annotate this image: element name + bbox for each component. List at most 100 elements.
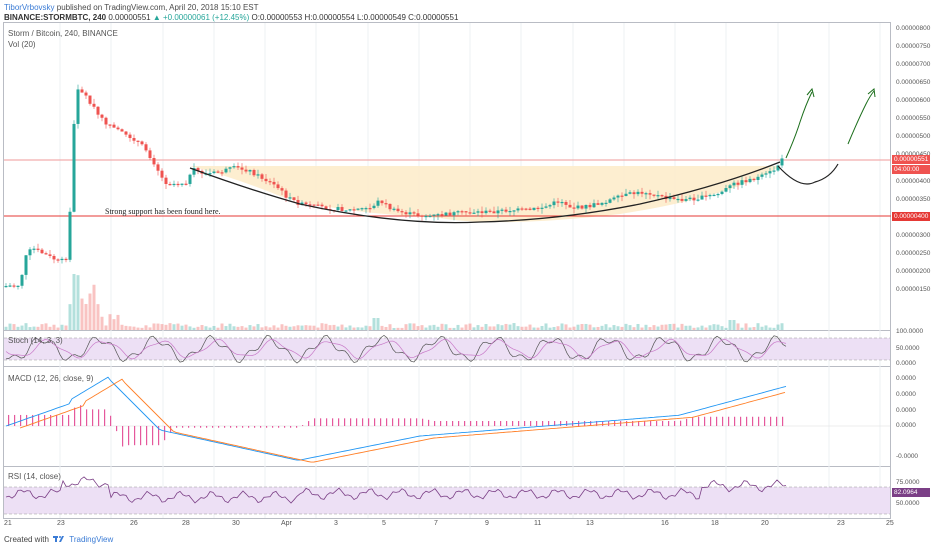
candle-body xyxy=(76,89,80,124)
candle-body xyxy=(16,285,20,287)
candle-body xyxy=(296,199,300,205)
candle-body xyxy=(580,205,584,209)
candle-body xyxy=(416,213,420,216)
volume-bar xyxy=(64,325,68,330)
macd-hist-bar xyxy=(314,418,316,426)
rsi-pane-frame xyxy=(3,466,891,519)
candle-body xyxy=(108,124,112,126)
candle-body xyxy=(644,193,648,195)
candle-body xyxy=(484,210,488,214)
volume-bar xyxy=(436,326,440,330)
volume-bar xyxy=(212,325,216,330)
candle-body xyxy=(160,170,164,178)
candle-body xyxy=(612,197,616,200)
candle-body xyxy=(748,178,752,183)
volume-bar xyxy=(220,323,224,330)
macd-hist-bar xyxy=(710,416,712,426)
candle-body xyxy=(220,172,224,174)
author-link[interactable]: TiborVrbovsky xyxy=(4,3,55,12)
volume-bar xyxy=(248,325,252,330)
candle-body xyxy=(152,158,156,165)
bullish-arrow-2-head xyxy=(867,88,876,98)
macd-hist-bar xyxy=(596,421,598,426)
macd-hist-bar xyxy=(338,418,340,426)
volume-bar xyxy=(140,327,144,330)
price-tick: 0.00000750 xyxy=(896,43,931,50)
volume-bar xyxy=(264,326,268,330)
candle-body xyxy=(168,183,172,186)
volume-bar xyxy=(108,314,112,330)
current-price-tag: 0.00000551 xyxy=(892,155,930,164)
date-tick: 25 xyxy=(886,520,894,527)
volume-bar xyxy=(684,325,688,330)
price-tick: 0.00000650 xyxy=(896,79,931,86)
volume-bar xyxy=(628,325,632,330)
macd-hist-bar xyxy=(134,426,136,446)
volume-bar xyxy=(80,298,84,330)
macd-hist-bar xyxy=(686,418,688,426)
macd-hist-bar xyxy=(590,421,592,426)
macd-hist-bar xyxy=(164,426,166,441)
macd-hist-bar xyxy=(128,426,130,446)
volume-bar xyxy=(620,326,624,330)
volume-bar xyxy=(416,326,420,330)
macd-hist-bar xyxy=(626,421,628,426)
volume-bar xyxy=(540,325,544,330)
tradingview-link[interactable]: TradingView xyxy=(69,535,114,544)
macd-hist-bar xyxy=(380,418,382,426)
macd-hist-bar xyxy=(722,416,724,426)
candle-body xyxy=(596,203,600,205)
macd-hist-bar xyxy=(14,414,16,426)
candle-body xyxy=(60,258,64,261)
volume-bar xyxy=(372,318,376,330)
candle-body xyxy=(8,285,12,287)
volume-bar xyxy=(364,325,368,330)
volume-bar xyxy=(660,324,664,330)
volume-bar xyxy=(656,326,660,330)
volume-bar xyxy=(408,323,412,330)
volume-bar xyxy=(600,325,604,330)
price-tick: 0.00000150 xyxy=(896,286,931,293)
macd-hist-bar xyxy=(386,418,388,426)
macd-hist-bar xyxy=(638,421,640,426)
volume-bar xyxy=(672,323,676,330)
candle-body xyxy=(528,208,532,210)
volume-bar xyxy=(84,303,88,330)
macd-hist-bar xyxy=(554,421,556,426)
macd-hist-bar xyxy=(368,418,370,426)
macd-hist-bar xyxy=(782,416,784,426)
volume-bar xyxy=(480,326,484,330)
macd-hist-bar xyxy=(296,426,298,428)
symbol-name: BINANCE:STORMBTC, 240 xyxy=(4,13,107,22)
candle-body xyxy=(652,194,656,196)
candle-body xyxy=(456,211,460,213)
candle-body xyxy=(240,167,244,170)
candle-body xyxy=(80,89,84,93)
candle-body xyxy=(308,204,312,206)
macd-hist-bar xyxy=(698,416,700,426)
bullish-arrow-1 xyxy=(785,91,813,159)
candle-body xyxy=(212,171,216,174)
volume-bar xyxy=(260,327,264,330)
volume-bar xyxy=(472,327,476,330)
cup-fill xyxy=(190,166,780,223)
volume-bar xyxy=(756,323,760,330)
volume-bar xyxy=(532,327,536,330)
candle-body xyxy=(36,248,40,250)
date-tick: 7 xyxy=(434,520,438,527)
macd-hist-bar xyxy=(446,421,448,426)
volume-bar xyxy=(388,324,392,330)
macd-hist-bar xyxy=(428,419,430,426)
macd-hist-bar xyxy=(770,416,772,426)
candle-body xyxy=(96,106,100,115)
candle-body xyxy=(304,202,308,205)
candle-body xyxy=(208,173,212,175)
volume-bar xyxy=(128,326,132,330)
candle-body xyxy=(448,212,452,216)
volume-bar xyxy=(8,323,12,330)
candles xyxy=(4,84,784,290)
macd-hist-bar xyxy=(92,409,94,426)
price-tick: 0.00000700 xyxy=(896,61,931,68)
volume-bar xyxy=(268,327,272,330)
